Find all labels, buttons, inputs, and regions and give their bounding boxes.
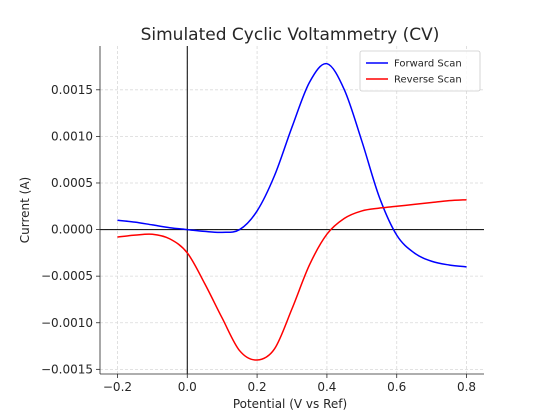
reverse-scan-line — [117, 199, 467, 361]
grid-layer — [100, 46, 484, 374]
y-tick-label: −0.0005 — [41, 269, 93, 283]
ticks-layer: −0.2 0.0 0.2 0.4 0.6 0.8 −0.0015 −0.0010 −0.0005… — [41, 83, 476, 394]
x-axis-title: Potential (V vs Ref) — [233, 397, 347, 411]
x-tick-label: −0.2 — [103, 380, 132, 394]
chart-title: Simulated Cyclic Voltammetry (CV) — [141, 25, 440, 45]
x-tick-label: 0.8 — [457, 380, 476, 394]
y-axis-title: Current (A) — [18, 177, 32, 243]
forward-scan-line — [117, 62, 467, 268]
legend-box — [359, 50, 481, 92]
legend-label-forward-scan: Forward Scan — [394, 59, 462, 70]
y-tick-label: −0.0010 — [41, 316, 93, 330]
y-tick-label: 0.0000 — [51, 223, 93, 237]
axes-layer — [99, 46, 484, 375]
y-tick-label: −0.0015 — [41, 362, 93, 376]
legend-label-reverse-scan: Reverse Scan — [394, 75, 462, 86]
x-tick-label: 0.4 — [317, 380, 336, 394]
y-tick-label: 0.0005 — [51, 176, 93, 190]
x-tick-label: 0.0 — [178, 380, 197, 394]
series-layer — [117, 62, 467, 361]
x-tick-label: 0.6 — [387, 380, 406, 394]
x-tick-label: 0.2 — [248, 380, 267, 394]
y-tick-label: 0.0015 — [51, 83, 93, 97]
legend: Forward Scan Reverse Scan — [359, 50, 481, 92]
y-tick-label: 0.0010 — [51, 129, 93, 143]
reference-lines — [100, 46, 484, 374]
